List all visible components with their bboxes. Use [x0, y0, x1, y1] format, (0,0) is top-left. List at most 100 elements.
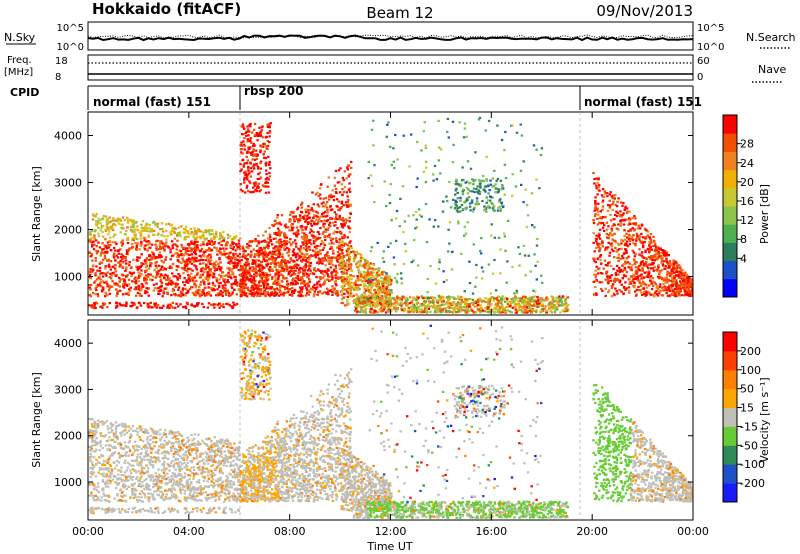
scatter-cell	[326, 209, 329, 212]
scatter-cell	[161, 230, 165, 233]
scatter-cell	[230, 259, 233, 262]
scatter-cell	[300, 282, 303, 285]
scatter-cell	[199, 262, 202, 265]
scatter-cell	[346, 276, 349, 279]
scatter-cell	[104, 215, 108, 218]
scatter-cell	[415, 303, 418, 306]
scatter-cell	[307, 275, 310, 278]
scatter-cell	[460, 252, 463, 255]
scatter-cell	[440, 303, 444, 306]
scatter-cell	[91, 243, 94, 246]
scatter-cell	[254, 279, 257, 282]
scatter-cell	[370, 128, 374, 131]
scatter-cell	[92, 214, 96, 217]
scatter-cell	[297, 264, 300, 267]
scatter-cell	[439, 296, 442, 299]
scatter-cell	[207, 282, 210, 286]
scatter-cell	[388, 298, 392, 301]
scatter-cell	[392, 302, 396, 305]
scatter-cell	[354, 283, 358, 286]
scatter-cell	[560, 304, 563, 307]
scatter-cell	[97, 217, 100, 220]
scatter-cell	[359, 275, 362, 278]
scatter-cell	[257, 285, 260, 288]
scatter-cell	[218, 291, 222, 294]
scatter-cell	[314, 269, 318, 273]
scatter-cell	[239, 280, 242, 283]
scatter-cell	[288, 241, 291, 244]
scatter-cell	[203, 281, 206, 284]
scatter-cell	[563, 308, 567, 311]
scatter-cell	[503, 300, 507, 303]
scatter-cell	[346, 219, 349, 222]
scatter-cell	[469, 297, 472, 301]
scatter-cell	[115, 295, 118, 298]
scatter-cell	[276, 231, 280, 234]
scatter-cell	[396, 273, 399, 276]
scatter-cell	[307, 221, 310, 224]
scatter-cell	[314, 193, 318, 196]
scatter-cell	[471, 292, 475, 295]
scatter-cell	[465, 309, 468, 312]
scatter-cell	[342, 260, 346, 263]
scatter-cell	[131, 238, 134, 241]
scatter-cell	[363, 309, 366, 312]
scatter-cell	[161, 222, 164, 225]
scatter-cell	[133, 237, 136, 240]
scatter-cell	[348, 241, 351, 244]
scatter-cell	[117, 261, 120, 264]
scatter-cell	[388, 193, 391, 196]
scatter-cell	[234, 249, 237, 252]
scatter-cell	[548, 307, 551, 310]
scatter-cell	[257, 173, 260, 176]
scatter-cell	[392, 256, 396, 259]
scatter-cell	[332, 276, 335, 279]
scatter-cell	[287, 271, 291, 274]
scatter-cell	[228, 267, 231, 270]
scatter-cell	[114, 241, 117, 244]
scatter-cell	[329, 217, 332, 220]
scatter-cell	[242, 165, 245, 168]
scatter-cell	[121, 223, 124, 226]
scatter-cell	[260, 266, 263, 269]
scatter-cell	[281, 257, 285, 260]
scatter-cell	[259, 134, 263, 137]
scatter-cell	[514, 185, 518, 188]
scatter-cell	[257, 287, 260, 290]
scatter-cell	[376, 311, 379, 314]
scatter-cell	[304, 265, 308, 268]
scatter-cell	[203, 238, 206, 241]
scatter-cell	[418, 214, 422, 217]
scatter-cell	[316, 261, 319, 264]
scatter-cell	[497, 301, 500, 304]
scatter-cell	[254, 263, 258, 266]
scatter-cell	[241, 279, 244, 282]
scatter-cell	[156, 275, 159, 278]
scatter-cell	[266, 283, 270, 286]
scatter-cell	[88, 293, 92, 296]
scatter-cell	[250, 170, 254, 173]
scatter-cell	[223, 278, 226, 281]
scatter-cell	[398, 225, 401, 228]
scatter-cell	[255, 164, 258, 167]
scatter-cell	[224, 292, 228, 295]
scatter-cell	[338, 191, 342, 194]
scatter-cell	[386, 302, 389, 305]
scatter-cell	[95, 289, 98, 292]
scatter-cell	[232, 255, 236, 258]
scatter-cell	[354, 285, 357, 289]
scatter-cell	[565, 309, 568, 313]
scatter-cell	[264, 157, 268, 160]
scatter-cell	[558, 299, 562, 302]
scatter-cell	[241, 291, 245, 294]
scatter-cell	[160, 246, 163, 249]
scatter-cell	[289, 283, 292, 286]
scatter-cell	[363, 287, 367, 291]
scatter-cell	[156, 224, 159, 227]
scatter-cell	[388, 305, 392, 309]
scatter-cell	[259, 274, 262, 277]
scatter-cell	[303, 274, 306, 277]
scatter-cell	[326, 273, 329, 276]
scatter-cell	[169, 248, 172, 251]
scatter-cell	[118, 222, 121, 225]
